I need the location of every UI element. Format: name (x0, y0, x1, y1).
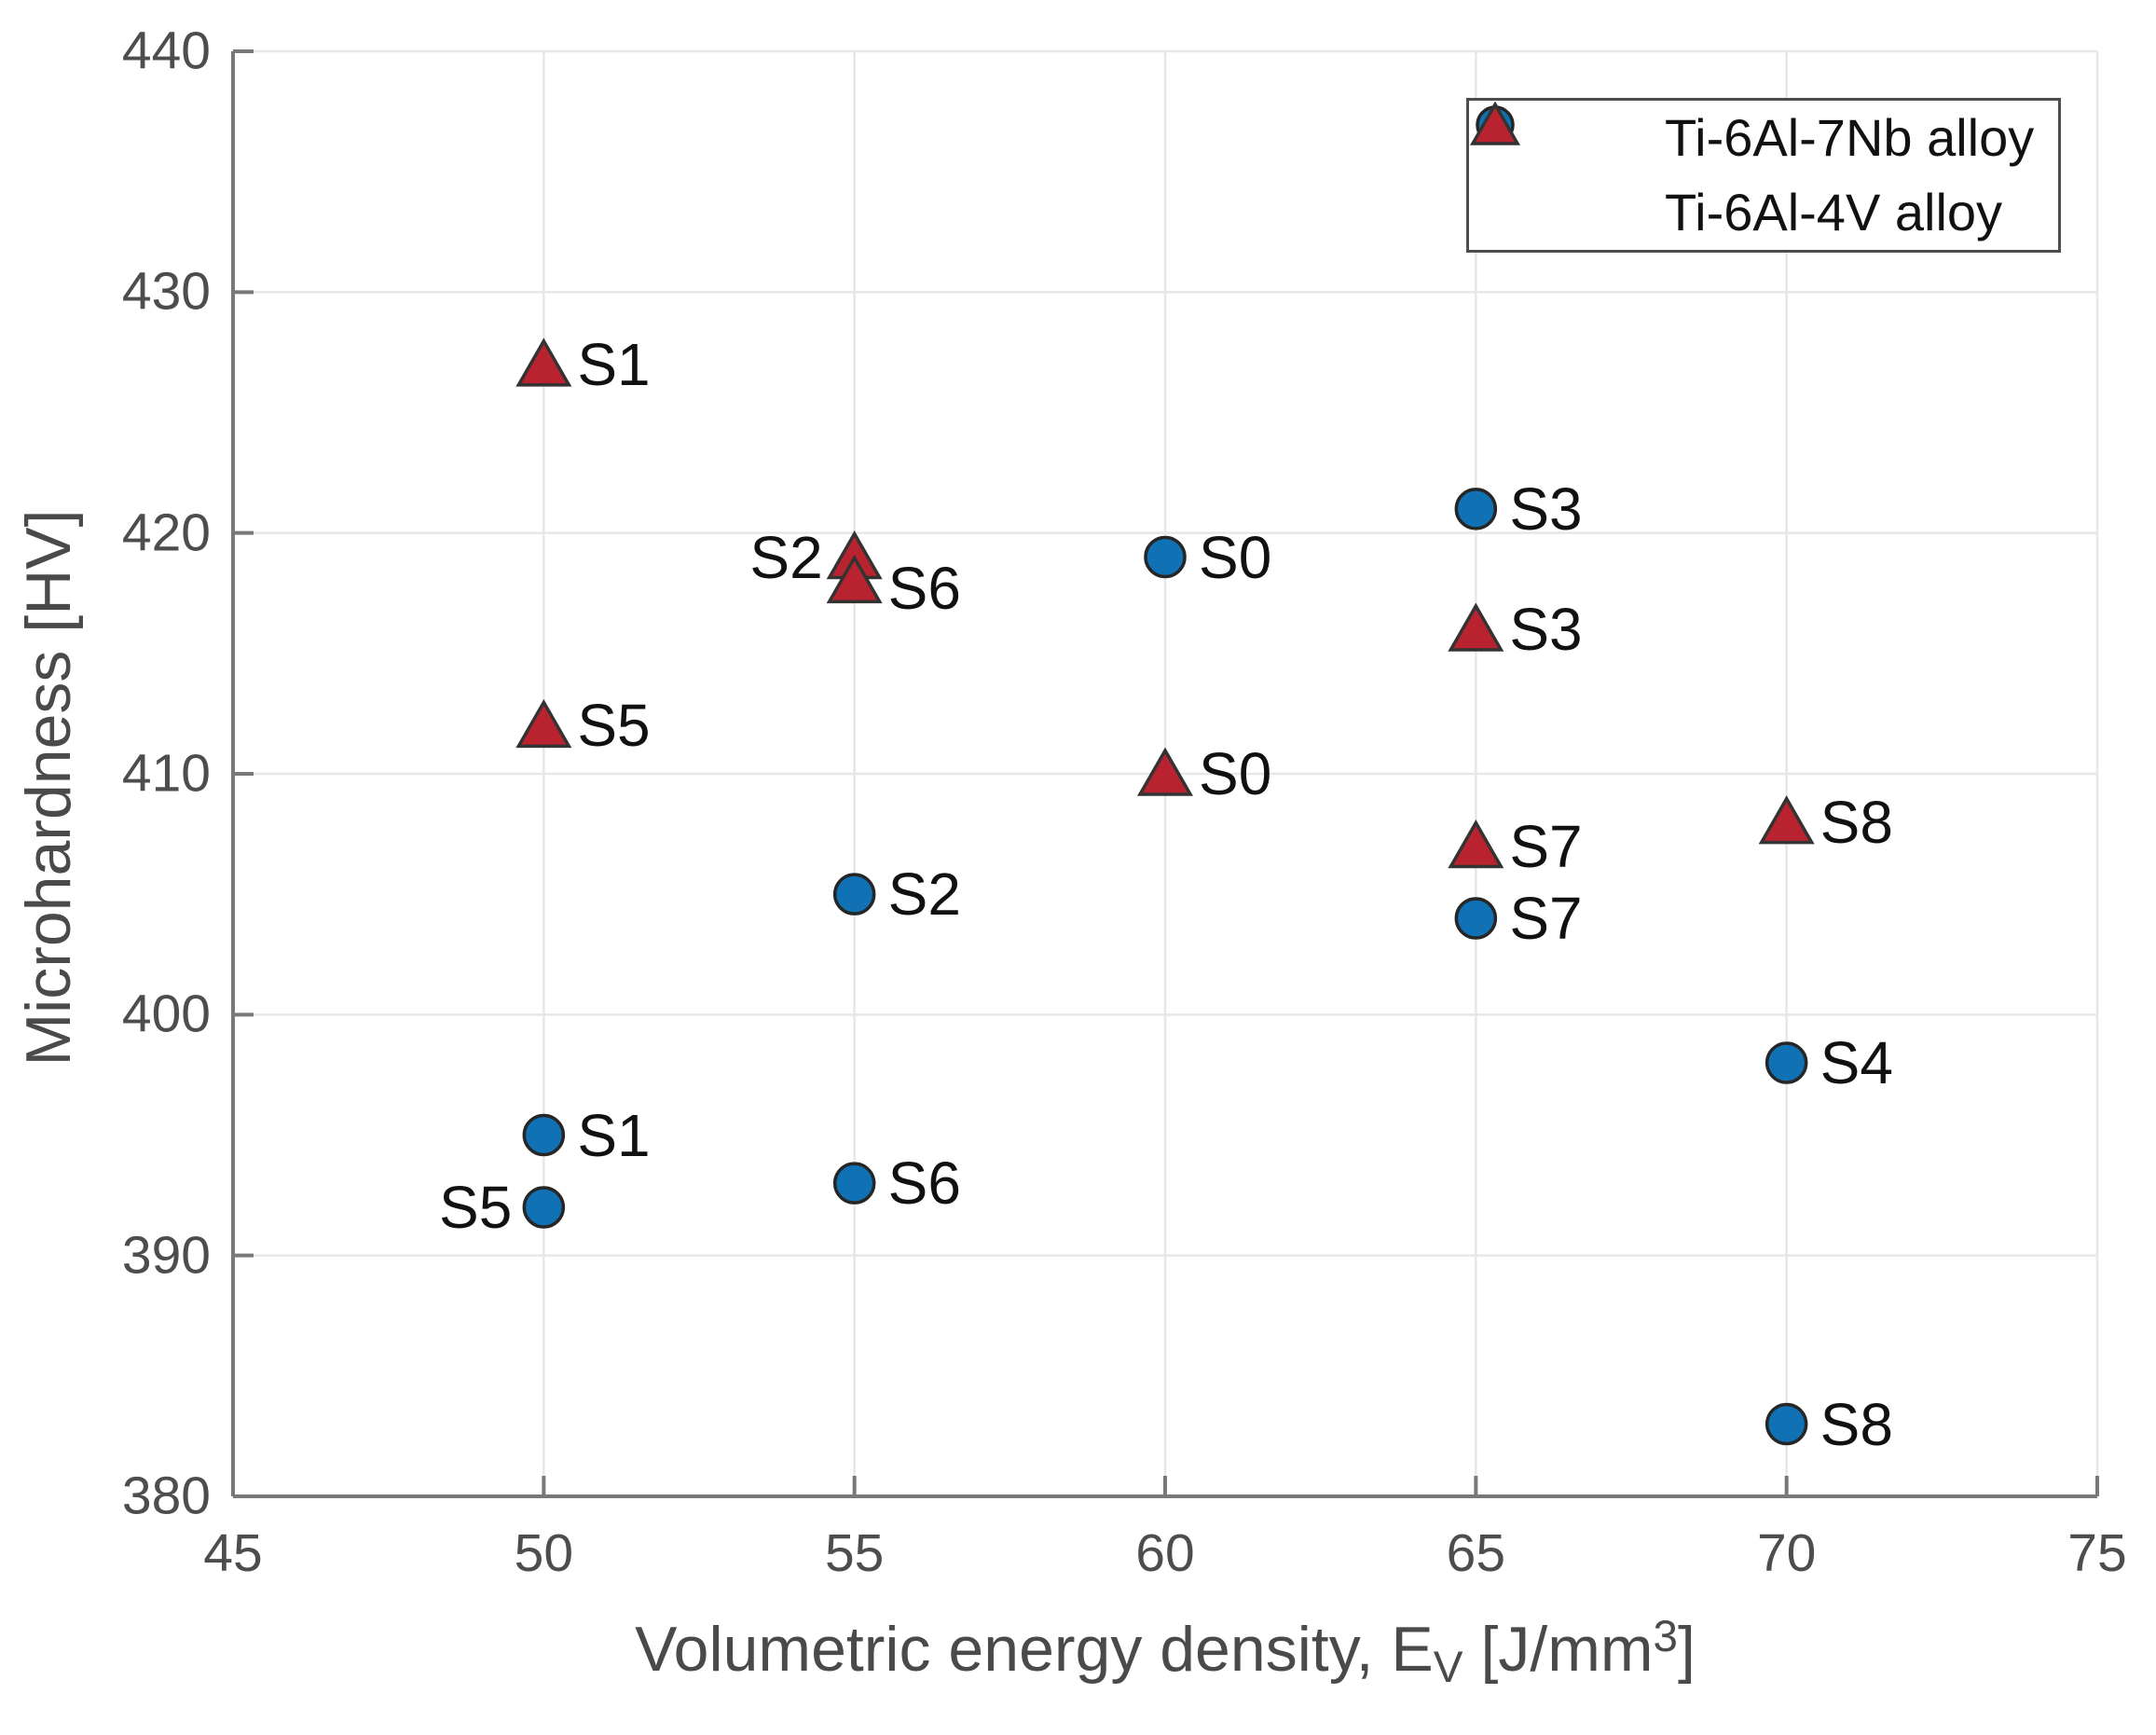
data-point-label-S4: S4 (1820, 1029, 1893, 1096)
x-tick-label-50: 50 (514, 1523, 574, 1583)
x-tick-label-75: 75 (2067, 1523, 2127, 1583)
x-axis-title-superscript: 3 (1653, 1612, 1678, 1661)
legend-row-1: Ti-6Al-4V alloy (1469, 101, 2058, 250)
data-point-marker-circle-S0 (1144, 535, 1187, 579)
data-point-marker-circle-S5 (522, 1186, 566, 1229)
data-point-label-S7: S7 (1509, 885, 1583, 952)
legend-label-1: Ti-6Al-4V alloy (1665, 183, 2003, 241)
y-tick-label-380: 380 (121, 1466, 211, 1526)
x-tick-label-45: 45 (203, 1523, 263, 1583)
data-point-label-S5: S5 (577, 692, 651, 760)
data-point-marker-circle-S3 (1454, 488, 1498, 530)
legend-marker-svg (1469, 101, 1521, 145)
data-point-marker-triangle-S1 (515, 337, 572, 387)
data-point-label-S0: S0 (1199, 523, 1272, 591)
x-tick-label-60: 60 (1135, 1523, 1195, 1583)
data-point-marker-triangle-S6 (826, 554, 883, 604)
data-point-label-S8: S8 (1820, 1390, 1893, 1458)
x-tick-label-55: 55 (824, 1523, 885, 1583)
data-point-label-S6: S6 (887, 555, 961, 623)
data-point-marker-triangle-S5 (515, 698, 572, 749)
y-tick-label-440: 440 (121, 21, 211, 81)
y-axis-title: Microhardness [HV] (13, 509, 84, 1067)
data-point-marker-circle-S2 (832, 873, 876, 916)
data-point-label-S5: S5 (439, 1174, 513, 1241)
x-axis-title-text: Volumetric energy density, E (635, 1613, 1434, 1685)
x-axis-title-units-close: ] (1678, 1613, 1696, 1685)
legend-row-0: Ti-6Al-7Nb alloy (1469, 101, 2058, 175)
data-point-label-S0: S0 (1199, 740, 1272, 807)
data-point-label-S1: S1 (577, 330, 651, 398)
data-point-label-S3: S3 (1509, 596, 1583, 663)
data-point-marker-circle-S4 (1765, 1041, 1808, 1084)
data-point-marker-triangle-S3 (1448, 602, 1504, 652)
x-axis-title-units-open: [J/mm (1463, 1613, 1654, 1685)
data-point-label-S2: S2 (887, 861, 961, 929)
data-point-marker-triangle-S7 (1448, 819, 1504, 869)
x-tick-label-65: 65 (1446, 1523, 1506, 1583)
y-tick-label-410: 410 (121, 743, 211, 804)
data-point-label-S1: S1 (577, 1101, 651, 1169)
data-point-label-S3: S3 (1509, 475, 1583, 543)
y-tick-label-430: 430 (121, 261, 211, 322)
data-point-marker-circle-S7 (1454, 897, 1498, 940)
data-point-marker-triangle-S8 (1758, 795, 1815, 845)
y-tick-label-400: 400 (121, 984, 211, 1044)
data-point-marker-triangle-S0 (1136, 747, 1194, 796)
data-point-marker-circle-S1 (522, 1113, 566, 1157)
data-point-marker-circle-S6 (832, 1162, 876, 1205)
data-point-label-S7: S7 (1509, 812, 1583, 880)
y-tick-label-420: 420 (121, 503, 211, 563)
y-tick-label-390: 390 (121, 1225, 211, 1286)
legend-label-0: Ti-6Al-7Nb alloy (1665, 108, 2035, 167)
x-axis-title-subscript: V (1433, 1642, 1463, 1692)
data-point-label-S6: S6 (887, 1150, 961, 1218)
x-tick-label-70: 70 (1756, 1523, 1817, 1583)
legend-marker-shape (1469, 101, 1521, 145)
data-point-label-S2: S2 (749, 523, 823, 591)
legend-box: Ti-6Al-7Nb alloy Ti-6Al-4V alloy (1466, 98, 2061, 253)
x-axis-title: Volumetric energy density, EV [J/mm3] (233, 1611, 2097, 1693)
data-point-marker-circle-S8 (1765, 1402, 1808, 1446)
data-point-label-S8: S8 (1820, 788, 1893, 856)
